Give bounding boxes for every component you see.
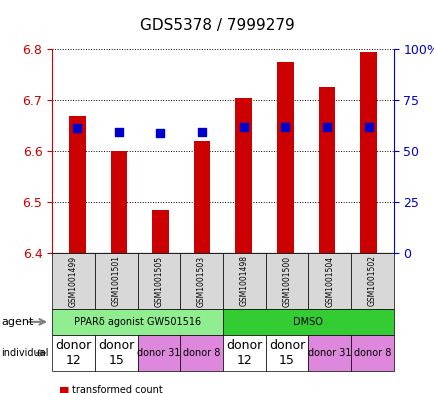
Text: donor
15: donor 15	[98, 339, 134, 367]
Text: agent: agent	[1, 317, 33, 327]
Point	[240, 124, 247, 130]
Point	[198, 129, 205, 135]
Text: GSM1001499: GSM1001499	[69, 255, 78, 307]
Point	[73, 125, 80, 132]
Text: donor 8: donor 8	[182, 348, 220, 358]
Text: DMSO: DMSO	[293, 317, 322, 327]
Text: GSM1001503: GSM1001503	[197, 255, 206, 307]
Text: donor
12: donor 12	[226, 339, 262, 367]
Text: donor 8: donor 8	[353, 348, 390, 358]
Text: donor 31: donor 31	[307, 348, 351, 358]
Point	[323, 124, 330, 130]
Text: individual: individual	[1, 348, 49, 358]
Bar	[69, 116, 85, 253]
Text: donor
15: donor 15	[268, 339, 304, 367]
Text: GDS5378 / 7999279: GDS5378 / 7999279	[140, 18, 294, 33]
Text: GSM1001501: GSM1001501	[112, 255, 121, 307]
Text: donor
12: donor 12	[55, 339, 92, 367]
Point	[365, 124, 372, 130]
Bar	[193, 141, 210, 253]
Bar	[110, 151, 127, 253]
Text: ■: ■	[59, 385, 69, 393]
Bar	[152, 210, 168, 253]
Bar	[359, 52, 376, 253]
Text: GSM1001504: GSM1001504	[324, 255, 333, 307]
Text: GSM1001500: GSM1001500	[282, 255, 291, 307]
Text: GSM1001505: GSM1001505	[154, 255, 163, 307]
Bar	[235, 98, 252, 253]
Point	[157, 130, 164, 137]
Text: PPARδ agonist GW501516: PPARδ agonist GW501516	[74, 317, 201, 327]
Text: GSM1001502: GSM1001502	[367, 255, 376, 307]
Point	[115, 129, 122, 135]
Text: GSM1001498: GSM1001498	[239, 255, 248, 307]
Text: transformed count: transformed count	[72, 385, 162, 393]
Bar	[318, 88, 335, 253]
Point	[281, 124, 288, 130]
Text: donor 31: donor 31	[137, 348, 180, 358]
Bar	[276, 62, 293, 253]
